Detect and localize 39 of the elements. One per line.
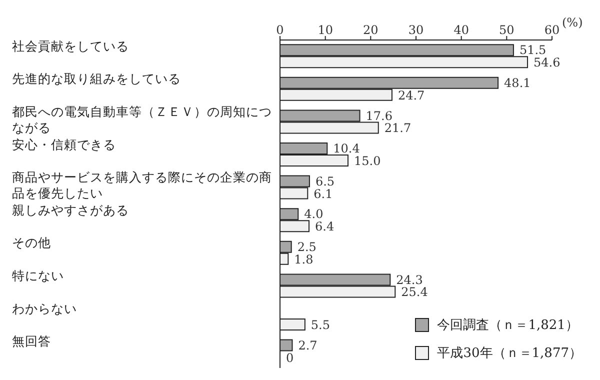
data-label: 17.6 — [366, 108, 393, 123]
x-tick-label: 0 — [276, 23, 284, 37]
data-label: 21.7 — [384, 121, 412, 136]
data-label: 25.4 — [401, 285, 428, 300]
y-tick-label: 安心・信頼できる — [12, 136, 116, 152]
y-tick-label: 先進的な取り組みをしている — [12, 71, 181, 86]
data-label: 48.1 — [504, 76, 531, 90]
y-tick-label: その他 — [12, 235, 51, 250]
data-label: 2.5 — [297, 240, 316, 254]
data-label: 2.7 — [298, 338, 318, 352]
y-tick-label: 無回答 — [12, 334, 51, 349]
y-tick-label: 都民への電気自動車等（ＺＥＶ）の周知につながる — [12, 104, 272, 135]
data-label: 6.4 — [315, 220, 334, 234]
data-label: 51.5 — [519, 43, 546, 58]
y-tick-label: 商品やサービスを購入する際にその企業の商品を優先したい — [12, 170, 272, 201]
x-tick-label: 40 — [454, 23, 469, 37]
y-tick-label: 特にない — [12, 268, 64, 283]
x-tick-label: 60 — [544, 23, 560, 37]
y-tick-label: 社会貢献をしている — [12, 38, 129, 54]
x-tick-label: 30 — [408, 23, 424, 37]
x-tick-label: 10 — [318, 23, 333, 37]
y-tick-label: わからない — [12, 300, 77, 316]
data-label: 6.1 — [314, 186, 333, 201]
legend-label: 今回調査（ｎ＝1,821） — [437, 317, 578, 334]
data-label: 24.7 — [398, 88, 425, 102]
data-label: 10.4 — [333, 142, 360, 156]
x-axis-title: (%) — [562, 15, 583, 30]
legend-label: 平成30年（ｎ＝1,877） — [437, 345, 582, 362]
data-label: 24.3 — [396, 272, 423, 287]
data-label: 54.6 — [534, 56, 560, 70]
data-label: 0 — [286, 350, 294, 365]
data-label: 6.5 — [315, 174, 335, 188]
data-label: 5.5 — [310, 318, 330, 332]
data-label: 15.0 — [354, 154, 381, 168]
data-label: 1.8 — [294, 252, 314, 266]
data-label: 4.0 — [304, 207, 324, 222]
x-tick-label: 50 — [499, 23, 514, 37]
y-tick-label: 親しみやすさがある — [12, 202, 129, 218]
x-tick-label: 20 — [363, 23, 378, 37]
